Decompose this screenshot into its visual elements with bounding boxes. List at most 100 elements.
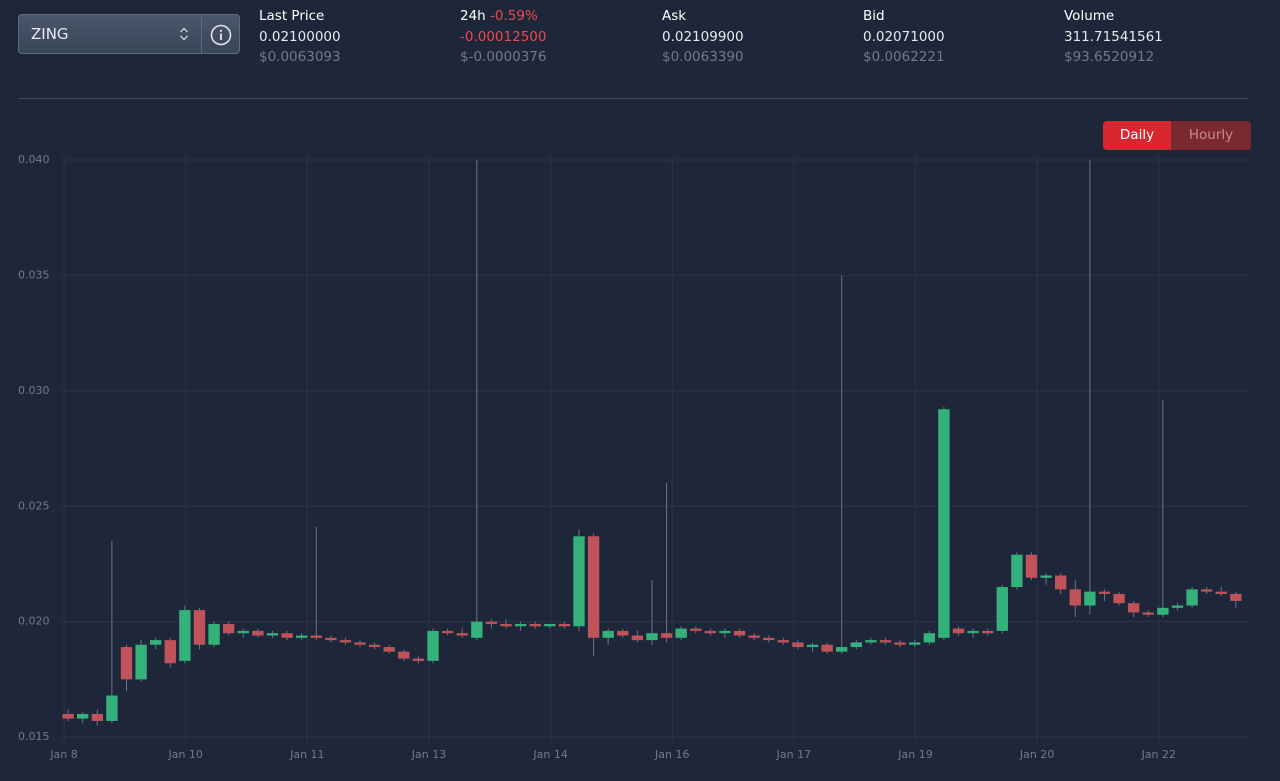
candle-body	[850, 642, 863, 648]
candle-body	[573, 536, 585, 627]
y-tick-label: 0.025	[18, 499, 50, 512]
candle-body	[938, 409, 950, 638]
candle-body	[763, 637, 775, 641]
candle-body	[1127, 603, 1140, 613]
x-tick-label: Jan 16	[654, 748, 689, 761]
market-select[interactable]: ZING	[18, 14, 240, 54]
candle-body	[1215, 591, 1227, 594]
stat-column: Ask 0.02109900 $0.0063390	[662, 6, 744, 68]
candle-body	[806, 644, 819, 648]
candle-body	[456, 633, 468, 636]
candle-body	[237, 630, 249, 634]
stat-value: 311.71541561	[1064, 28, 1163, 45]
candle-body	[719, 630, 731, 634]
candle-body	[952, 628, 965, 634]
x-tick-label: Jan 13	[411, 748, 446, 761]
stat-column: Last Price 0.02100000 $0.0063093	[259, 6, 341, 68]
interval-toggle: Daily Hourly	[1103, 121, 1251, 150]
candle-body	[1142, 612, 1154, 615]
candle-body	[325, 637, 337, 641]
candle-body	[587, 536, 600, 638]
candle-body	[500, 623, 512, 627]
stat-label: Last Price	[259, 8, 325, 24]
candle-body	[1055, 575, 1067, 590]
stat-label-row: Bid	[863, 6, 945, 27]
candle-body	[62, 713, 74, 719]
divider	[18, 98, 1249, 99]
candle-body	[792, 642, 804, 648]
candle-body	[252, 630, 264, 636]
candle-body	[675, 628, 687, 638]
candle-body	[295, 635, 308, 638]
separator	[201, 15, 202, 53]
candle-body	[996, 587, 1008, 631]
stat-label-row: Volume	[1064, 6, 1163, 27]
candle-body	[120, 647, 133, 680]
candle-body	[821, 644, 833, 652]
x-tick-label: Jan 14	[532, 748, 567, 761]
stat-usd: $93.6520912	[1064, 49, 1155, 65]
stat-label: 24h	[460, 8, 486, 24]
candle-body	[1025, 554, 1038, 578]
candle-body	[164, 640, 176, 664]
info-button[interactable]	[210, 24, 232, 46]
stat-usd: $-0.0000376	[460, 49, 547, 65]
candle-body	[1230, 593, 1242, 601]
candle-body	[704, 630, 717, 634]
candle-body	[1069, 589, 1081, 606]
x-tick-label: Jan 19	[897, 748, 932, 761]
candle-body	[339, 640, 352, 643]
stat-value: 0.02071000	[863, 28, 945, 45]
candle-body	[660, 633, 673, 638]
candle-body	[617, 630, 629, 636]
candle-body	[909, 642, 921, 645]
candle-body	[193, 610, 206, 645]
candle-body	[836, 647, 848, 652]
candle-body	[398, 651, 410, 659]
candle-body	[471, 621, 483, 638]
stat-label: Bid	[863, 8, 885, 24]
candle-body	[544, 623, 556, 627]
candle-body	[923, 633, 935, 643]
hourly-button[interactable]: Hourly	[1171, 121, 1251, 150]
candle-body	[222, 623, 235, 634]
y-tick-label: 0.015	[18, 730, 50, 743]
candle-body	[310, 635, 322, 638]
candle-body	[441, 630, 454, 634]
stat-label-row: Last Price	[259, 6, 341, 27]
candle-body	[879, 640, 892, 643]
candle-body	[967, 630, 979, 634]
stat-value: 0.02109900	[662, 28, 744, 45]
candle-body	[1157, 607, 1169, 615]
candle-body	[427, 630, 439, 661]
daily-button[interactable]: Daily	[1103, 121, 1171, 150]
candle-body	[1171, 605, 1184, 608]
x-tick-label: Jan 8	[49, 748, 77, 761]
candle-body	[383, 647, 395, 652]
x-tick-label: Jan 10	[167, 748, 202, 761]
candle-body	[281, 633, 293, 638]
candle-body	[368, 644, 381, 648]
candle-body	[602, 630, 614, 638]
stat-column: 24h -0.59% -0.00012500 $-0.0000376	[460, 6, 546, 68]
y-tick-label: 0.020	[18, 615, 50, 628]
candle-body	[514, 623, 527, 627]
candle-body	[106, 695, 118, 721]
x-tick-label: Jan 17	[776, 748, 811, 761]
candle-body	[412, 658, 425, 661]
candle-body	[208, 623, 220, 645]
candle-body	[91, 713, 103, 721]
stat-label: Ask	[662, 8, 687, 24]
stat-column: Volume 311.71541561 $93.6520912	[1064, 6, 1163, 68]
stat-usd: $0.0063093	[259, 49, 341, 65]
candle-body	[150, 640, 162, 645]
stat-value: 0.02100000	[259, 28, 341, 45]
x-tick-label: Jan 20	[1019, 748, 1054, 761]
candle-body	[1113, 593, 1125, 604]
stat-label: Volume	[1064, 8, 1115, 24]
candle-body	[748, 635, 760, 638]
stat-column: Bid 0.02071000 $0.0062221	[863, 6, 945, 68]
stat-change: -0.59%	[490, 8, 538, 24]
candle-body	[865, 640, 877, 643]
